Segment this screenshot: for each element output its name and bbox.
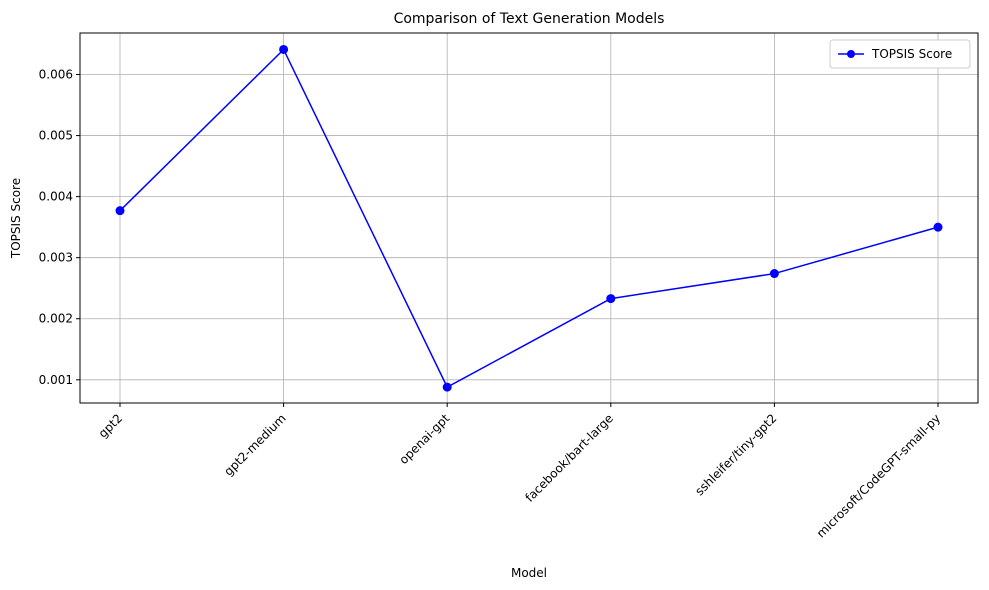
- data-point: [606, 294, 616, 304]
- legend: TOPSIS Score: [829, 39, 971, 69]
- series-layer: [115, 44, 943, 392]
- y-axis-label: TOPSIS Score: [9, 178, 23, 259]
- data-point: [279, 44, 289, 54]
- data-point: [933, 222, 943, 232]
- series-line: [119, 48, 939, 389]
- y-tick-label: 0.005: [39, 129, 73, 143]
- data-point: [769, 269, 779, 279]
- y-tick-label: 0.004: [39, 190, 73, 204]
- y-tick-label: 0.006: [39, 68, 73, 82]
- x-axis-label: Model: [511, 566, 547, 580]
- plot-frame: [79, 32, 979, 404]
- y-tick-label: 0.003: [39, 251, 73, 265]
- data-point: [442, 382, 452, 392]
- legend-box: [829, 39, 971, 69]
- chart-title: Comparison of Text Generation Models: [394, 11, 665, 27]
- y-tick-label: 0.002: [39, 312, 73, 326]
- data-point: [115, 206, 125, 216]
- y-tick-label: 0.001: [39, 373, 73, 387]
- legend-marker-sample: [847, 50, 855, 58]
- legend-label: TOPSIS Score: [871, 47, 952, 61]
